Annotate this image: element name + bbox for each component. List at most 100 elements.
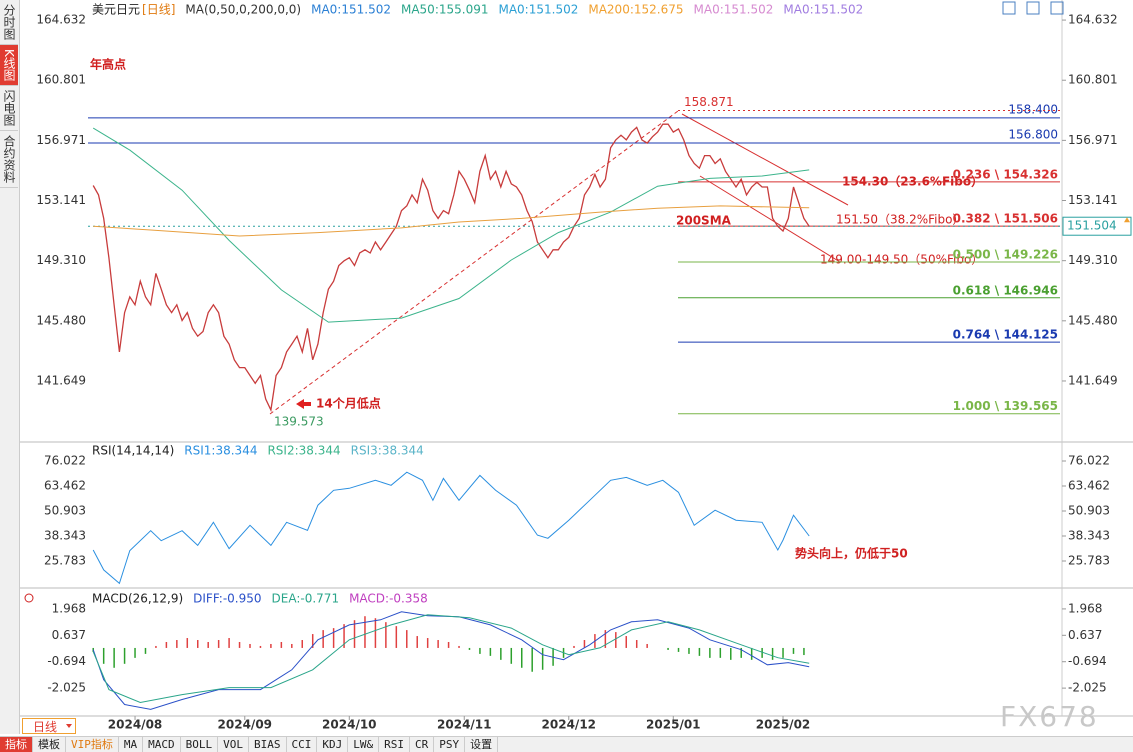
toolbar-tab[interactable]: 模板 — [33, 737, 66, 752]
series-line — [92, 123, 810, 413]
header-item: MA0:151.502 — [783, 3, 863, 17]
x-tick-label: 2024/10 — [322, 718, 376, 732]
toolbar-tab[interactable]: RSI — [379, 737, 410, 752]
x-tick-label: 2024/08 — [108, 718, 162, 732]
header-item: MACD:-0.358 — [349, 592, 428, 606]
panel-title: MACD(26,12,9) — [92, 592, 183, 606]
panel-subtitle: [日线] — [142, 3, 175, 17]
series-line — [93, 205, 810, 237]
toolbar-tab[interactable]: CCI — [287, 737, 318, 752]
x-tick-label: 2025/02 — [756, 718, 810, 732]
header-item: RSI2:38.344 — [267, 444, 340, 458]
arrow — [304, 402, 311, 406]
side-tab[interactable]: 闪电图 — [0, 86, 18, 131]
last-price-marker — [1124, 217, 1130, 223]
fibo-label: 0.764 \ 144.125 — [953, 328, 1058, 342]
icon[interactable] — [24, 593, 34, 603]
y-tick-label: 153.141 — [1068, 193, 1118, 207]
y-tick-label: 0.637 — [1068, 628, 1102, 642]
arrow — [296, 399, 304, 409]
last-price-box — [1062, 216, 1132, 236]
toolbar-tab[interactable]: VIP指标 — [66, 737, 119, 752]
watermark: FX678 — [1000, 700, 1099, 733]
y-tick-label: 50.903 — [44, 503, 86, 517]
y-tick-label: 25.783 — [1068, 553, 1110, 567]
header-item: RSI3:38.344 — [351, 444, 424, 458]
header-item: DEA:-0.771 — [272, 592, 340, 606]
x-tick-label: 2024/11 — [437, 718, 491, 732]
toolbar-tab[interactable]: KDJ — [317, 737, 349, 752]
y-tick-label: 160.801 — [1068, 73, 1118, 87]
annotation: 势头向上，仍低于50 — [795, 546, 908, 561]
period-select[interactable]: 日线 — [22, 718, 76, 734]
y-tick-label: 145.480 — [36, 313, 86, 327]
y-tick-label: 38.343 — [44, 528, 86, 542]
toolbar-tab[interactable]: PSY — [434, 737, 466, 752]
toolbar-tab[interactable]: CR — [410, 737, 435, 752]
y-tick-label: 164.632 — [1068, 13, 1118, 27]
icon[interactable] — [1002, 1, 1016, 15]
header-item: MA0:151.502 — [498, 3, 578, 17]
toolbar-tab[interactable]: VOL — [218, 737, 249, 752]
side-tab[interactable]: K线图 — [0, 45, 18, 86]
y-tick-label: 149.310 — [1068, 253, 1118, 267]
y-tick-label: 38.343 — [1068, 528, 1110, 542]
y-tick-label: -2.025 — [47, 681, 86, 695]
x-tick-label: 2024/12 — [542, 718, 596, 732]
series-line — [92, 127, 810, 323]
y-tick-label: 149.310 — [36, 253, 86, 267]
x-tick-label: 2025/01 — [646, 718, 700, 732]
icon[interactable] — [1026, 1, 1040, 15]
header-item: MA0:151.502 — [694, 3, 774, 17]
series-line — [92, 614, 810, 704]
panel-title: 美元日元 — [92, 3, 140, 17]
channel-line — [681, 113, 849, 206]
y-tick-label: 1.968 — [1068, 601, 1102, 615]
last-price-label: 151.504 — [1067, 219, 1117, 233]
fibo-label: 0.382 \ 151.506 — [953, 212, 1058, 226]
y-tick-label: 145.480 — [1068, 313, 1118, 327]
annotation: 149.00-149.50（50%Fibo） — [820, 253, 983, 267]
annotation: 年高点 — [90, 57, 126, 72]
fibo-label: 0.236 \ 154.326 — [953, 167, 1058, 181]
side-tab[interactable]: 合约资料 — [0, 131, 18, 188]
panel-title: RSI(14,14,14) — [92, 444, 174, 458]
chart: 年高点 14个月低点 139.573 200SMA 154.30（23.6%Fi… — [20, 0, 1133, 732]
y-tick-label: 76.022 — [44, 453, 86, 467]
fibo-label: 0.500 \ 149.226 — [953, 247, 1058, 261]
y-tick-label: 63.462 — [44, 478, 86, 492]
annotation: 200SMA — [676, 214, 732, 228]
toolbar-tab[interactable]: LW& — [348, 737, 380, 752]
y-tick-label: -0.694 — [1068, 654, 1107, 668]
fibo-label: 1.000 \ 139.565 — [953, 399, 1058, 413]
header-item: MA50:155.091 — [401, 3, 489, 17]
y-tick-label: 156.971 — [1068, 133, 1118, 147]
y-tick-label: 160.801 — [36, 73, 86, 87]
toolbar-tab[interactable]: BIAS — [249, 737, 287, 752]
toolbar-tab[interactable]: MA — [119, 737, 144, 752]
y-tick-label: 141.649 — [36, 373, 86, 387]
y-tick-label: 25.783 — [44, 553, 86, 567]
header-item: DIFF:-0.950 — [193, 592, 261, 606]
x-tick-label: 2024/09 — [218, 718, 272, 732]
toolbar-tab[interactable]: 设置 — [465, 737, 499, 752]
high-label: 158.871 — [684, 95, 734, 109]
y-tick-label: -0.694 — [47, 654, 86, 668]
y-tick-label: 63.462 — [1068, 478, 1110, 492]
series-line — [92, 471, 810, 585]
annotation: 154.30（23.6%Fibo） — [842, 174, 983, 189]
header-item: MA(0,50,0,200,0,0) — [185, 3, 301, 17]
toolbar-tab[interactable]: MACD — [143, 737, 181, 752]
annotation: 14个月低点 — [316, 396, 381, 411]
toolbar-tab[interactable]: 指标 — [0, 737, 33, 752]
y-tick-label: 164.632 — [36, 13, 86, 27]
y-tick-label: 141.649 — [1068, 373, 1118, 387]
toolbar: 指标 模板 VIP指标 MA MACD BOLL VOL BIAS CCI KDJ LW& RSI CR… — [0, 736, 1133, 752]
fibo-label: 0.618 \ 146.946 — [953, 283, 1058, 297]
toolbar-tab[interactable]: BOLL — [181, 737, 219, 752]
annotation: 151.50（38.2%Fibo） — [836, 213, 964, 227]
side-tab[interactable]: 分时图 — [0, 0, 18, 45]
icon[interactable] — [1050, 1, 1064, 15]
